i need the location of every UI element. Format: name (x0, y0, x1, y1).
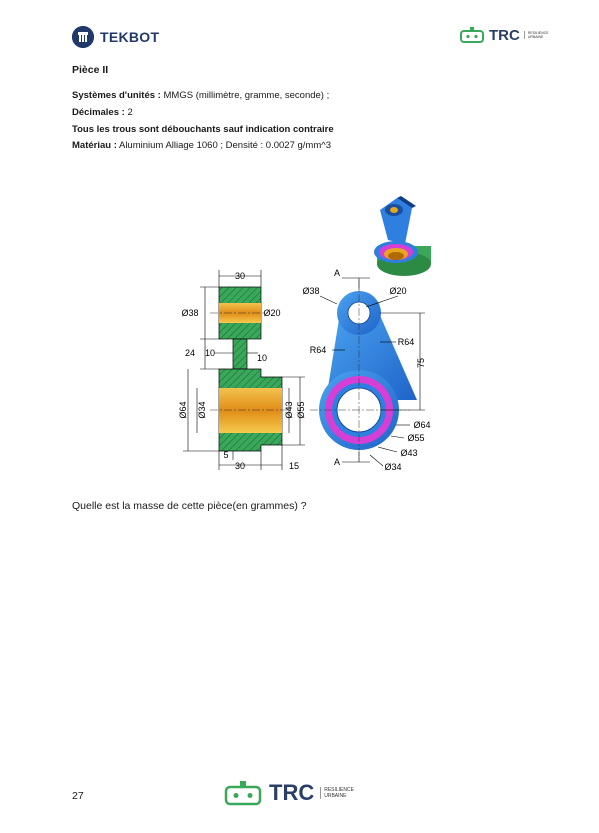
trc-logo-bottom: TRC RESILIENCE URBAINE (223, 780, 354, 806)
dim-b30: 30 (235, 461, 245, 471)
dim-v24: 24 (185, 348, 195, 358)
dim-d55-front: Ø55 (407, 433, 424, 443)
decimals-line: Décimales : 2 (72, 107, 133, 119)
dim-d34-front: Ø34 (384, 462, 401, 472)
tekbot-logo: TEKBOT (72, 26, 159, 48)
dim-r64-left: R64 (310, 345, 327, 355)
dim-d38-front: Ø38 (302, 286, 319, 296)
robot-icon (460, 27, 484, 43)
trc-brand-text: TRC (489, 26, 520, 44)
trc-logo-top: TRC RESILIENCE URBAINE (459, 26, 549, 44)
tekbot-logo-icon (72, 26, 94, 48)
dim-d43-right: Ø43 (284, 401, 294, 418)
section-a-top: A (334, 268, 340, 278)
dim-d43-front: Ø43 (400, 448, 417, 458)
dim-d20-front: Ø20 (389, 286, 406, 296)
units-value: MMGS (millimètre, gramme, seconde) ; (160, 90, 330, 101)
decimals-label: Décimales : (72, 107, 125, 118)
trc-brand-sub: RESILIENCE URBAINE (523, 31, 549, 39)
units-line: Systèmes d'unités : MMGS (millimètre, gr… (72, 90, 329, 102)
page-number: 27 (72, 790, 84, 802)
units-label: Systèmes d'unités : (72, 90, 161, 101)
dim-d20-left: Ø20 (263, 308, 280, 318)
material-line: Matériau : Aluminium Alliage 1060 ; Dens… (72, 140, 331, 152)
trc-footer-sub-line1: RESILIENCE (324, 787, 354, 793)
section-a-bottom: A (334, 457, 340, 467)
material-label: Matériau : (72, 140, 117, 151)
trc-footer-sub-line2: URBAINE (324, 793, 347, 799)
trc-footer-brand-text: TRC (269, 780, 315, 805)
dim-b5: 5 (223, 450, 228, 460)
dim-b15: 15 (289, 461, 299, 471)
front-view: A A Ø38 Ø20 R64 R64 75 Ø64 Ø55 Ø43 Ø34 (302, 268, 430, 472)
question-text: Quelle est la masse de cette pièce(en gr… (72, 500, 307, 512)
robot-icon (224, 781, 262, 806)
isometric-3d-view (374, 196, 431, 276)
material-value: Aluminium Alliage 1060 ; Densité : 0.002… (116, 140, 331, 151)
section-view: 30 Ø38 Ø20 24 10 10 Ø64 Ø34 Ø43 Ø55 5 30… (178, 270, 306, 471)
holes-note: Tous les trous sont débouchants sauf ind… (72, 124, 334, 135)
trc-sub-line1: RESILIENCE (527, 31, 549, 35)
dim-v75: 75 (416, 358, 426, 368)
dim-d38-left: Ø38 (181, 308, 198, 318)
dim-d34-left: Ø34 (197, 401, 207, 418)
trc-sub-line2: URBAINE (527, 35, 544, 39)
dim-d64-left: Ø64 (178, 401, 188, 418)
dim-h10a: 10 (205, 348, 215, 358)
dim-top-width: 30 (235, 271, 245, 281)
trc-footer-brand-sub: RESILIENCE URBAINE (320, 787, 354, 799)
holes-line: Tous les trous sont débouchants sauf ind… (72, 124, 334, 136)
tekbot-brand-text: TEKBOT (100, 29, 160, 45)
dim-r64-right: R64 (398, 337, 415, 347)
decimals-value: 2 (124, 107, 133, 118)
dim-h10b: 10 (257, 353, 267, 363)
dim-d55-right: Ø55 (296, 401, 306, 418)
piece-title: Pièce II (72, 64, 109, 76)
dim-d64-front: Ø64 (413, 420, 430, 430)
